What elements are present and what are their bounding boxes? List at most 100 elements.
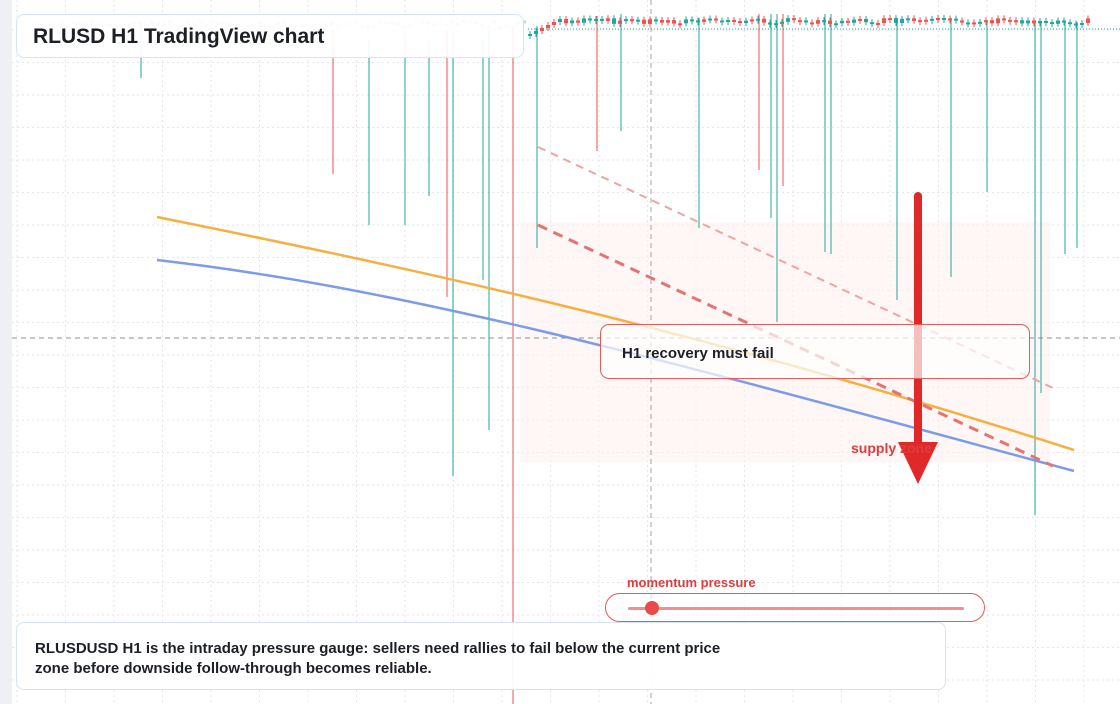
chart-title-panel: RLUSD H1 TradingView chart: [16, 14, 524, 58]
candle-body: [1080, 22, 1084, 25]
candle-body: [540, 28, 544, 31]
candle-body: [582, 18, 586, 23]
candle-body: [954, 18, 958, 21]
candle-body: [912, 18, 916, 21]
candle-body: [774, 23, 778, 26]
candle-body: [1086, 18, 1090, 23]
candle-body: [528, 34, 532, 36]
candle-body: [906, 18, 910, 21]
candle-body: [564, 19, 568, 24]
candle-body: [1074, 23, 1078, 26]
candle-body: [894, 18, 898, 23]
candle-body: [876, 22, 880, 25]
chart-title: RLUSD H1 TradingView chart: [33, 25, 325, 48]
momentum-gauge[interactable]: [605, 593, 985, 622]
candle-body: [978, 21, 982, 24]
candle-body: [792, 18, 796, 21]
candle-body: [708, 18, 712, 21]
candle-body: [1026, 20, 1030, 24]
candle-body: [864, 18, 868, 23]
candle-body: [696, 20, 700, 23]
candle-body: [960, 20, 964, 23]
candle-body: [816, 20, 820, 24]
candle-body: [846, 20, 850, 23]
candle-body: [588, 18, 592, 21]
candle-body: [618, 20, 622, 24]
candle-body: [984, 20, 988, 23]
supply-zone-label: supply zone: [851, 440, 932, 456]
candle-body: [762, 18, 766, 23]
candle-body: [1032, 20, 1036, 24]
candle-body: [750, 19, 754, 22]
analysis-note-panel: RLUSDUSD H1 is the intraday pressure gau…: [16, 622, 946, 690]
momentum-knob[interactable]: [644, 601, 659, 615]
candle-body: [636, 19, 640, 22]
candle-body: [804, 20, 808, 23]
candle-body: [828, 20, 832, 24]
candle-body: [678, 23, 682, 26]
candle-body: [870, 22, 874, 25]
candle-body: [576, 20, 580, 23]
candle-body: [648, 19, 652, 24]
candle-body: [1044, 20, 1048, 23]
candle-body: [834, 23, 838, 26]
candle-body: [1020, 20, 1024, 24]
candle-body: [858, 18, 862, 21]
candle-body: [1008, 19, 1012, 22]
candle-body: [684, 19, 688, 24]
bearish-arrow-head: [898, 442, 938, 484]
recovery-callout: H1 recovery must fail: [600, 324, 1030, 379]
candle-body: [798, 20, 802, 23]
candle-body: [606, 18, 610, 21]
candle-body: [996, 18, 1000, 24]
candle-body: [948, 18, 952, 21]
candle-body: [672, 20, 676, 24]
candle-body: [918, 20, 922, 23]
candle-body: [780, 21, 784, 24]
candle-body: [756, 18, 760, 21]
candle-body: [840, 20, 844, 24]
candle-body: [1002, 18, 1006, 21]
price-scale-strip: [0, 0, 12, 704]
candle-body: [888, 18, 892, 21]
candle-body: [642, 19, 646, 24]
candle-body: [1062, 20, 1066, 23]
candle-body: [534, 31, 538, 34]
candle-body: [768, 22, 772, 25]
candle-body: [966, 22, 970, 25]
trendline-secondary: [537, 146, 1054, 389]
candle-body: [600, 18, 604, 21]
candle-body: [744, 20, 748, 24]
candle-body: [990, 20, 994, 24]
candle-body: [630, 19, 634, 22]
candle-body: [666, 20, 670, 23]
candle-body: [1050, 22, 1054, 25]
candle-body: [546, 25, 550, 28]
candle-body: [570, 20, 574, 24]
analysis-note: RLUSDUSD H1 is the intraday pressure gau…: [35, 640, 721, 677]
candle-body: [900, 18, 904, 23]
candle-body: [594, 18, 598, 21]
candle-body: [732, 19, 736, 22]
candle-body: [852, 19, 856, 23]
candle-body: [654, 19, 658, 22]
candle-body: [936, 18, 940, 21]
candle-body: [972, 22, 976, 25]
candle-body: [882, 18, 886, 23]
candle-body: [786, 18, 790, 22]
candle-body: [822, 20, 826, 23]
candle-body: [720, 20, 724, 23]
candle-body: [930, 18, 934, 21]
candle-body: [624, 19, 628, 22]
candle-body: [714, 18, 718, 21]
candle-body: [702, 19, 706, 22]
candle-body: [1068, 22, 1072, 25]
candle-body: [522, 20, 526, 24]
momentum-label: momentum pressure: [627, 575, 756, 590]
candle-body: [690, 19, 694, 22]
candle-body: [942, 18, 946, 21]
momentum-track: [628, 607, 964, 610]
candle-body: [810, 22, 814, 25]
candle-body: [558, 19, 562, 22]
candle-body: [738, 20, 742, 24]
